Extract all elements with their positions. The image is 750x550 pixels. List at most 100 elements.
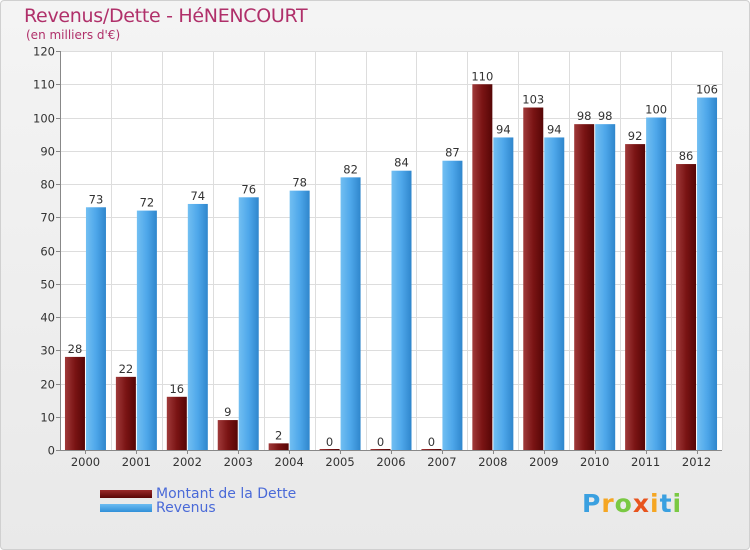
- data-label-revenus: 74: [190, 189, 205, 203]
- x-tick-label: 2008: [478, 455, 507, 469]
- data-label-dette: 9: [224, 405, 231, 419]
- grid-lines: [60, 51, 723, 450]
- data-label-dette: 0: [377, 435, 384, 449]
- plot-area: [60, 51, 722, 450]
- y-tick-label: 120: [33, 45, 55, 59]
- logo-letter: i: [650, 489, 660, 518]
- x-tick-label: 2001: [122, 455, 151, 469]
- bar-dette: [217, 420, 238, 450]
- bar-revenus: [289, 190, 310, 450]
- data-label-revenus: 94: [547, 122, 562, 136]
- logo-letter: o: [614, 489, 633, 518]
- x-tick-label: 2009: [529, 455, 558, 469]
- bar-revenus: [187, 203, 208, 450]
- logo-letter: x: [632, 489, 650, 518]
- x-tick-label: 2003: [224, 455, 253, 469]
- x-tick-label: 2011: [631, 455, 660, 469]
- bar-revenus: [136, 210, 157, 450]
- data-label-dette: 22: [119, 362, 134, 376]
- logo-letter: P: [582, 489, 602, 518]
- y-tick-label: 20: [40, 378, 55, 392]
- bar-revenus: [697, 97, 718, 451]
- legend-swatch-revenus: [100, 504, 152, 512]
- proxiti-logo: Proxiti: [582, 489, 682, 518]
- x-tick-label: 2002: [173, 455, 202, 469]
- chart-title: Revenus/Dette - HéNENCOURT: [24, 5, 308, 27]
- y-tick-label: 110: [33, 78, 55, 92]
- x-tick-label: 2006: [376, 455, 405, 469]
- bar-dette: [268, 443, 289, 450]
- data-label-revenus: 72: [140, 196, 155, 210]
- data-label-revenus: 87: [445, 146, 460, 160]
- data-label-revenus: 78: [292, 176, 307, 190]
- data-label-dette: 92: [628, 129, 643, 143]
- bar-revenus: [646, 117, 667, 450]
- y-tick-label: 10: [40, 411, 55, 425]
- data-label-revenus: 100: [645, 103, 667, 117]
- data-label-dette: 0: [326, 435, 333, 449]
- logo-letter: i: [672, 489, 683, 518]
- data-label-revenus: 98: [598, 109, 613, 123]
- bar-dette: [523, 107, 544, 451]
- y-tick-label: 30: [40, 344, 55, 358]
- y-tick-label: 60: [40, 245, 55, 259]
- x-tick-label: 2004: [275, 455, 304, 469]
- y-tick-label: 100: [33, 112, 55, 126]
- bar-dette: [421, 449, 442, 450]
- logo-letter: r: [601, 489, 615, 518]
- bar-revenus: [544, 137, 565, 450]
- legend-swatch-dette: [100, 490, 152, 498]
- data-labels: 28 73 22 72 16 74 9 76 2 78 0 82 0 84 0 87 110 94 103 94 98 9…: [68, 69, 718, 449]
- x-tick-label: 2005: [325, 455, 354, 469]
- y-tick-label: 90: [40, 145, 55, 159]
- data-label-dette: 86: [679, 149, 694, 163]
- data-label-dette: 103: [522, 93, 544, 107]
- bar-dette: [625, 144, 646, 450]
- bar-dette: [574, 124, 595, 451]
- data-label-revenus: 84: [394, 156, 409, 170]
- x-tick-label: 2010: [580, 455, 609, 469]
- data-label-dette: 0: [428, 435, 435, 449]
- data-label-revenus: 73: [89, 192, 104, 206]
- bar-revenus: [442, 160, 463, 450]
- bar-revenus: [85, 207, 106, 450]
- legend-label-dette: Montant de la Dette: [156, 486, 297, 502]
- y-tick-label: 40: [40, 311, 55, 325]
- x-tick-label: 2007: [427, 455, 456, 469]
- bar-revenus: [391, 170, 412, 450]
- bar-dette: [370, 449, 391, 450]
- data-label-dette: 16: [169, 382, 184, 396]
- y-tick-label: 80: [40, 178, 55, 192]
- y-tick-label: 50: [40, 278, 55, 292]
- bar-dette: [472, 84, 493, 450]
- y-tick-label: 70: [40, 211, 55, 225]
- bar-dette: [676, 164, 697, 451]
- data-label-dette: 98: [577, 109, 592, 123]
- bars: [64, 84, 718, 451]
- bar-dette: [115, 376, 136, 450]
- legend-label-revenus: Revenus: [156, 500, 216, 516]
- bar-revenus: [595, 124, 616, 451]
- x-tick-label: 2012: [682, 455, 711, 469]
- data-label-dette: 110: [471, 69, 493, 83]
- y-tick-label: 0: [48, 444, 55, 458]
- data-label-revenus: 76: [241, 182, 256, 196]
- bar-revenus: [340, 177, 361, 450]
- legend-item-dette: Montant de la Dette: [100, 486, 296, 502]
- bar-dette: [319, 449, 340, 450]
- legend-item-revenus: Revenus: [100, 500, 216, 516]
- data-label-revenus: 106: [696, 83, 718, 97]
- data-label-dette: 28: [68, 342, 83, 356]
- bar-revenus: [238, 197, 259, 450]
- data-label-revenus: 94: [496, 122, 511, 136]
- data-label-revenus: 82: [343, 162, 358, 176]
- x-tick-label: 2000: [71, 455, 100, 469]
- chart-subtitle: (en milliers d'€): [26, 28, 121, 42]
- bar-revenus: [493, 137, 514, 450]
- data-label-dette: 2: [275, 428, 282, 442]
- bar-dette: [166, 396, 187, 450]
- logo-letter: t: [659, 489, 673, 518]
- bar-dette: [64, 356, 85, 450]
